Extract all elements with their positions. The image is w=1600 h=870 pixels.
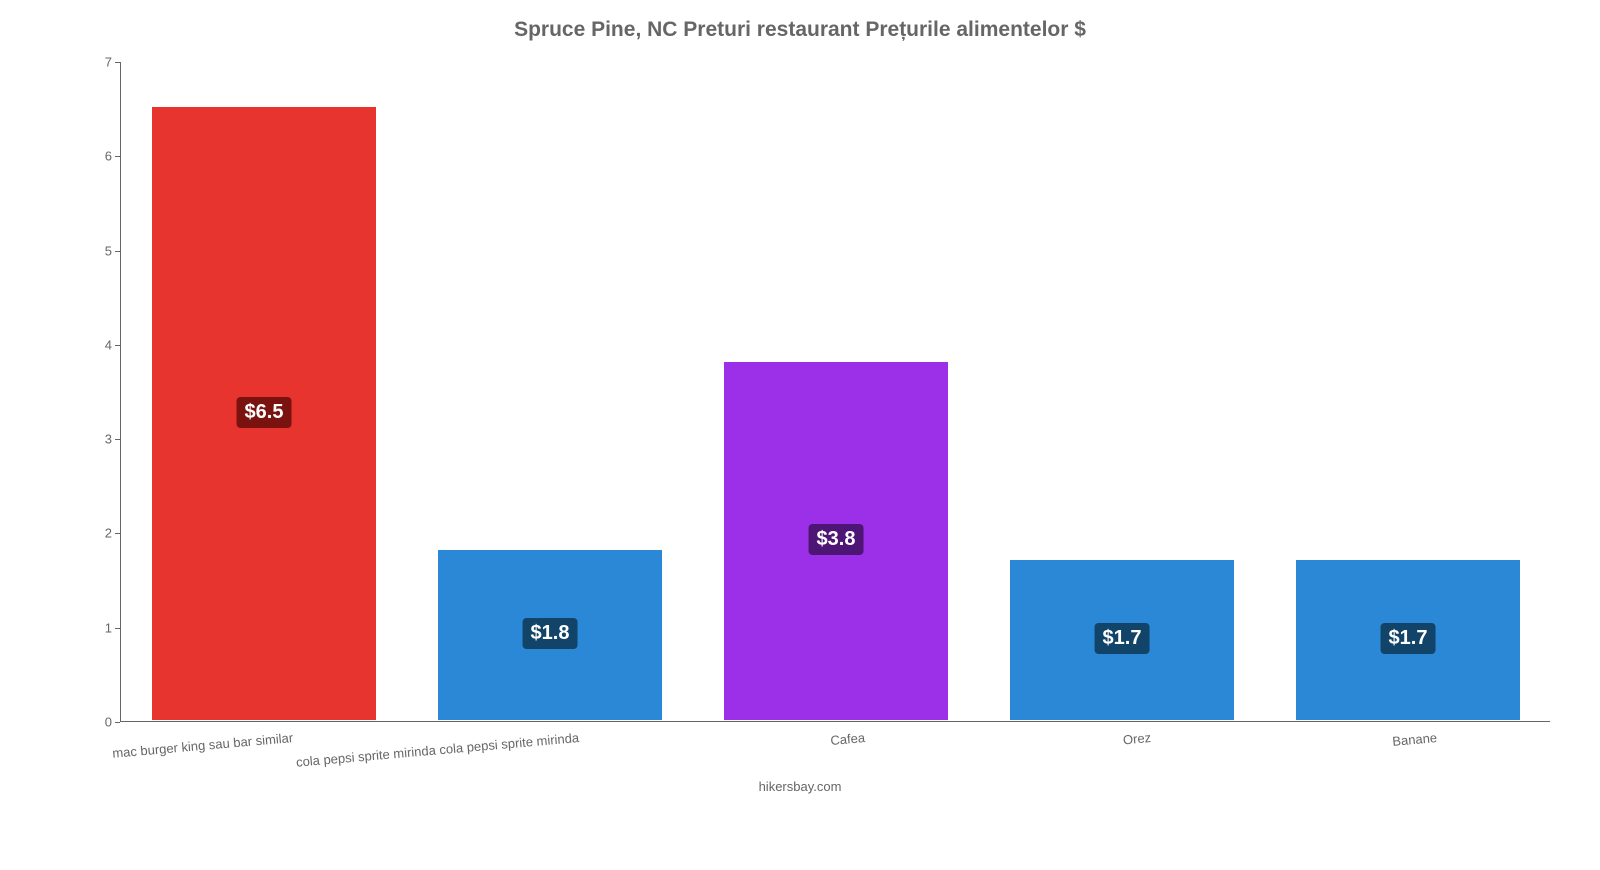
bar: $1.8 <box>438 550 661 720</box>
y-tick-mark <box>115 345 120 346</box>
y-tick-label: 2 <box>72 526 112 541</box>
y-tick-mark <box>115 62 120 63</box>
y-tick-mark <box>115 722 120 723</box>
y-tick-label: 3 <box>72 432 112 447</box>
y-tick-mark <box>115 628 120 629</box>
y-tick-mark <box>115 533 120 534</box>
price-chart: Spruce Pine, NC Preturi restaurant Prețu… <box>0 0 1600 800</box>
bar: $1.7 <box>1010 560 1233 720</box>
bar-value-label: $6.5 <box>237 397 292 428</box>
bar-value-label: $3.8 <box>809 524 864 555</box>
y-tick-label: 6 <box>72 149 112 164</box>
y-tick-label: 1 <box>72 620 112 635</box>
y-tick-label: 7 <box>72 55 112 70</box>
y-tick-mark <box>115 156 120 157</box>
y-tick-label: 0 <box>72 715 112 730</box>
bar-value-label: $1.7 <box>1095 623 1150 654</box>
bar: $1.7 <box>1296 560 1519 720</box>
y-tick-mark <box>115 439 120 440</box>
bar: $3.8 <box>724 362 947 720</box>
bar-value-label: $1.7 <box>1381 623 1436 654</box>
y-tick-label: 5 <box>72 243 112 258</box>
y-tick-label: 4 <box>72 337 112 352</box>
bar-value-label: $1.8 <box>523 618 578 649</box>
plot-area: $6.5 $1.8 $3.8 $1.7 $1.7 <box>120 62 1550 722</box>
chart-title: Spruce Pine, NC Preturi restaurant Prețu… <box>0 18 1600 42</box>
bar: $6.5 <box>152 107 375 720</box>
y-tick-mark <box>115 251 120 252</box>
